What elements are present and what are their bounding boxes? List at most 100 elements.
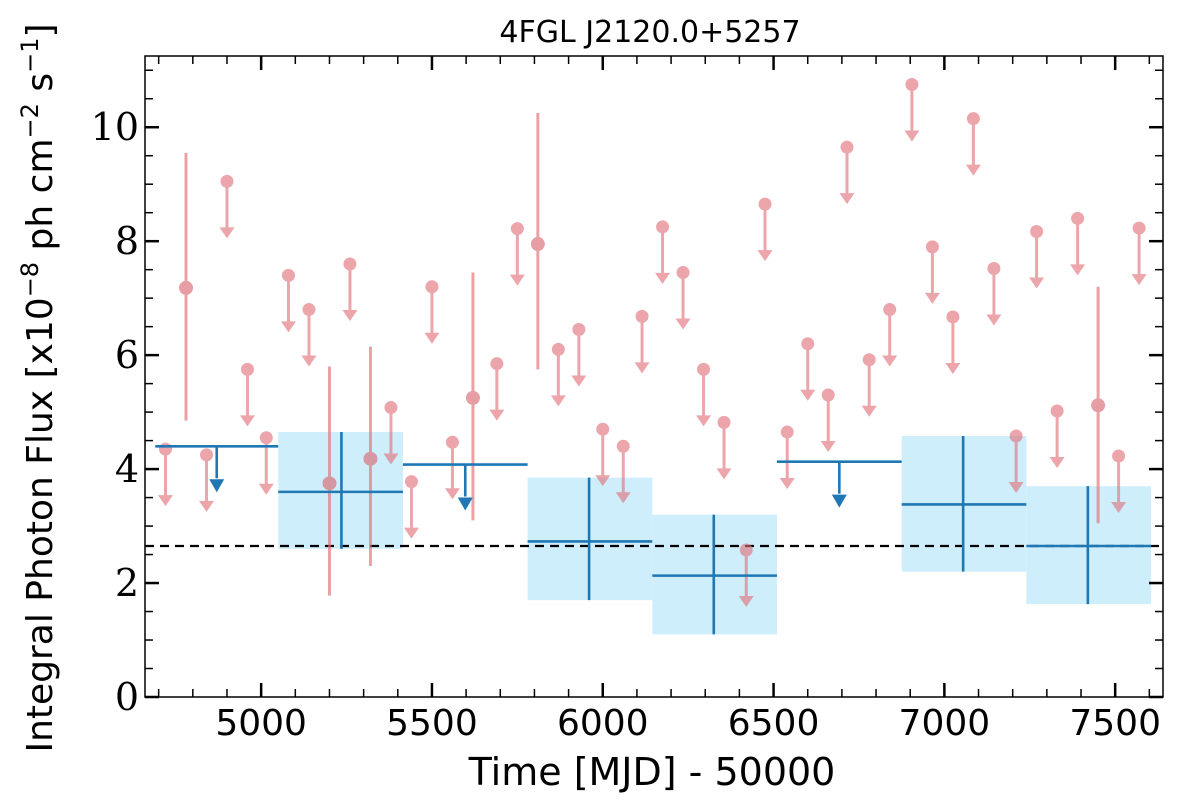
upper-limit-marker bbox=[821, 388, 835, 402]
upper-limit-arrow bbox=[219, 227, 235, 239]
upper-limit-point bbox=[965, 112, 981, 176]
upper-limit-point bbox=[157, 442, 173, 507]
upper-limit-marker bbox=[1009, 429, 1023, 443]
upper-limit-marker bbox=[1030, 224, 1044, 238]
upper-limit-arrow bbox=[403, 527, 419, 539]
upper-limit-point bbox=[924, 240, 940, 304]
long-bin-detection bbox=[278, 432, 403, 549]
upper-limit-marker bbox=[656, 220, 670, 234]
long-bin-detection bbox=[1026, 486, 1152, 605]
upper-limit-marker bbox=[862, 353, 876, 367]
upper-limit-arrow bbox=[1070, 264, 1086, 276]
upper-limit-point bbox=[198, 448, 214, 512]
upper-limit-marker bbox=[1071, 211, 1085, 225]
upper-limit-marker bbox=[384, 401, 398, 415]
upper-limit-marker bbox=[572, 322, 586, 336]
upper-limit-marker bbox=[966, 112, 980, 126]
detection-marker bbox=[530, 237, 545, 252]
upper-limit-marker bbox=[199, 448, 213, 462]
plot-frame bbox=[144, 55, 1164, 698]
upper-limit-point bbox=[258, 431, 274, 495]
upper-limit-point bbox=[1029, 224, 1045, 289]
upper-limit-marker bbox=[596, 422, 610, 436]
upper-limit-arrow bbox=[383, 453, 399, 465]
upper-limit-arrow bbox=[595, 475, 611, 487]
upper-limit-arrow bbox=[489, 409, 505, 421]
upper-limit-marker bbox=[425, 280, 439, 294]
upper-limit-marker bbox=[801, 337, 815, 351]
detection-point bbox=[1091, 286, 1106, 524]
y-tick-label: 10 bbox=[91, 105, 139, 149]
upper-limit-point bbox=[615, 439, 631, 504]
long-bin-upper-limit bbox=[776, 460, 902, 508]
upper-limit-arrow bbox=[779, 478, 795, 490]
upper-limit-marker bbox=[840, 140, 854, 154]
y-tick-label: 6 bbox=[115, 333, 139, 377]
upper-limit-arrow bbox=[550, 395, 566, 407]
upper-limit-marker bbox=[883, 303, 897, 317]
upper-limit-marker bbox=[946, 310, 960, 324]
upper-limit-arrow bbox=[571, 375, 587, 387]
upper-limit-arrow bbox=[239, 415, 255, 427]
upper-limit-point bbox=[800, 337, 816, 401]
upper-limit-arrow bbox=[655, 272, 671, 284]
detection-point bbox=[465, 272, 480, 521]
upper-limit-arrow bbox=[861, 405, 877, 417]
upper-limit-arrow bbox=[280, 321, 296, 333]
upper-limit-marker bbox=[1132, 221, 1146, 235]
upper-limit-point bbox=[904, 77, 920, 142]
upper-limit-arrow bbox=[965, 164, 981, 176]
upper-limit-marker bbox=[717, 415, 731, 429]
upper-limit-arrow bbox=[945, 362, 961, 374]
upper-limit-point bbox=[383, 401, 399, 465]
upper-limit-marker bbox=[925, 240, 939, 254]
upper-limit-point bbox=[634, 309, 650, 374]
y-axis-label: Integral Photon Flux [x10−8 ph cm−2 s−1] bbox=[16, 23, 61, 752]
upper-limit-marker bbox=[987, 262, 1001, 276]
upper-limit-marker bbox=[281, 268, 295, 282]
upper-limit-arrow bbox=[615, 492, 631, 504]
upper-limit-arrow bbox=[342, 309, 358, 321]
upper-limit-marker bbox=[780, 425, 794, 439]
upper-limit-arrow bbox=[1049, 456, 1065, 468]
long-bin-upper-limit bbox=[402, 463, 528, 511]
detection-marker bbox=[322, 476, 337, 491]
upper-limit-marker bbox=[1050, 404, 1064, 418]
upper-limit-arrow bbox=[1029, 277, 1045, 289]
upper-limit-arrow bbox=[258, 483, 274, 495]
upper-limit-point bbox=[861, 353, 877, 417]
upper-limit-marker bbox=[510, 222, 524, 236]
x-tick-label: 7000 bbox=[899, 703, 991, 744]
upper-limit-point bbox=[839, 140, 855, 205]
upper-limit-marker bbox=[259, 431, 273, 445]
y-tick-label: 8 bbox=[115, 219, 139, 263]
upper-limit-point bbox=[945, 310, 961, 374]
upper-limit-point bbox=[655, 220, 671, 284]
upper-limit-arrow bbox=[509, 274, 525, 286]
upper-limit-marker bbox=[240, 362, 254, 376]
upper-limit-marker bbox=[697, 362, 711, 376]
upper-limit-marker bbox=[445, 435, 459, 449]
upper-limit-point bbox=[571, 322, 587, 387]
upper-limit-marker bbox=[616, 439, 630, 453]
upper-limit-point bbox=[1070, 211, 1086, 276]
upper-limit-arrow bbox=[986, 314, 1002, 326]
upper-limit-arrow bbox=[634, 362, 650, 374]
upper-limit-arrow bbox=[301, 355, 317, 367]
upper-limit-marker bbox=[158, 442, 172, 456]
upper-limit-point bbox=[1131, 221, 1147, 286]
upper-limit-point bbox=[1049, 404, 1065, 468]
detection-point bbox=[363, 346, 378, 566]
upper-limit-point bbox=[1111, 449, 1127, 513]
upper-limit-marker bbox=[739, 543, 753, 557]
upper-limit-point bbox=[403, 475, 419, 539]
detection-point bbox=[530, 112, 545, 370]
upper-limit-arrow bbox=[820, 441, 836, 453]
upper-limit-arrow bbox=[839, 193, 855, 205]
upper-limit-point bbox=[280, 268, 296, 333]
upper-limit-point bbox=[882, 303, 898, 367]
x-tick-label: 5000 bbox=[215, 703, 307, 744]
upper-limit-arrow bbox=[444, 488, 460, 500]
upper-limit-point bbox=[986, 262, 1002, 326]
